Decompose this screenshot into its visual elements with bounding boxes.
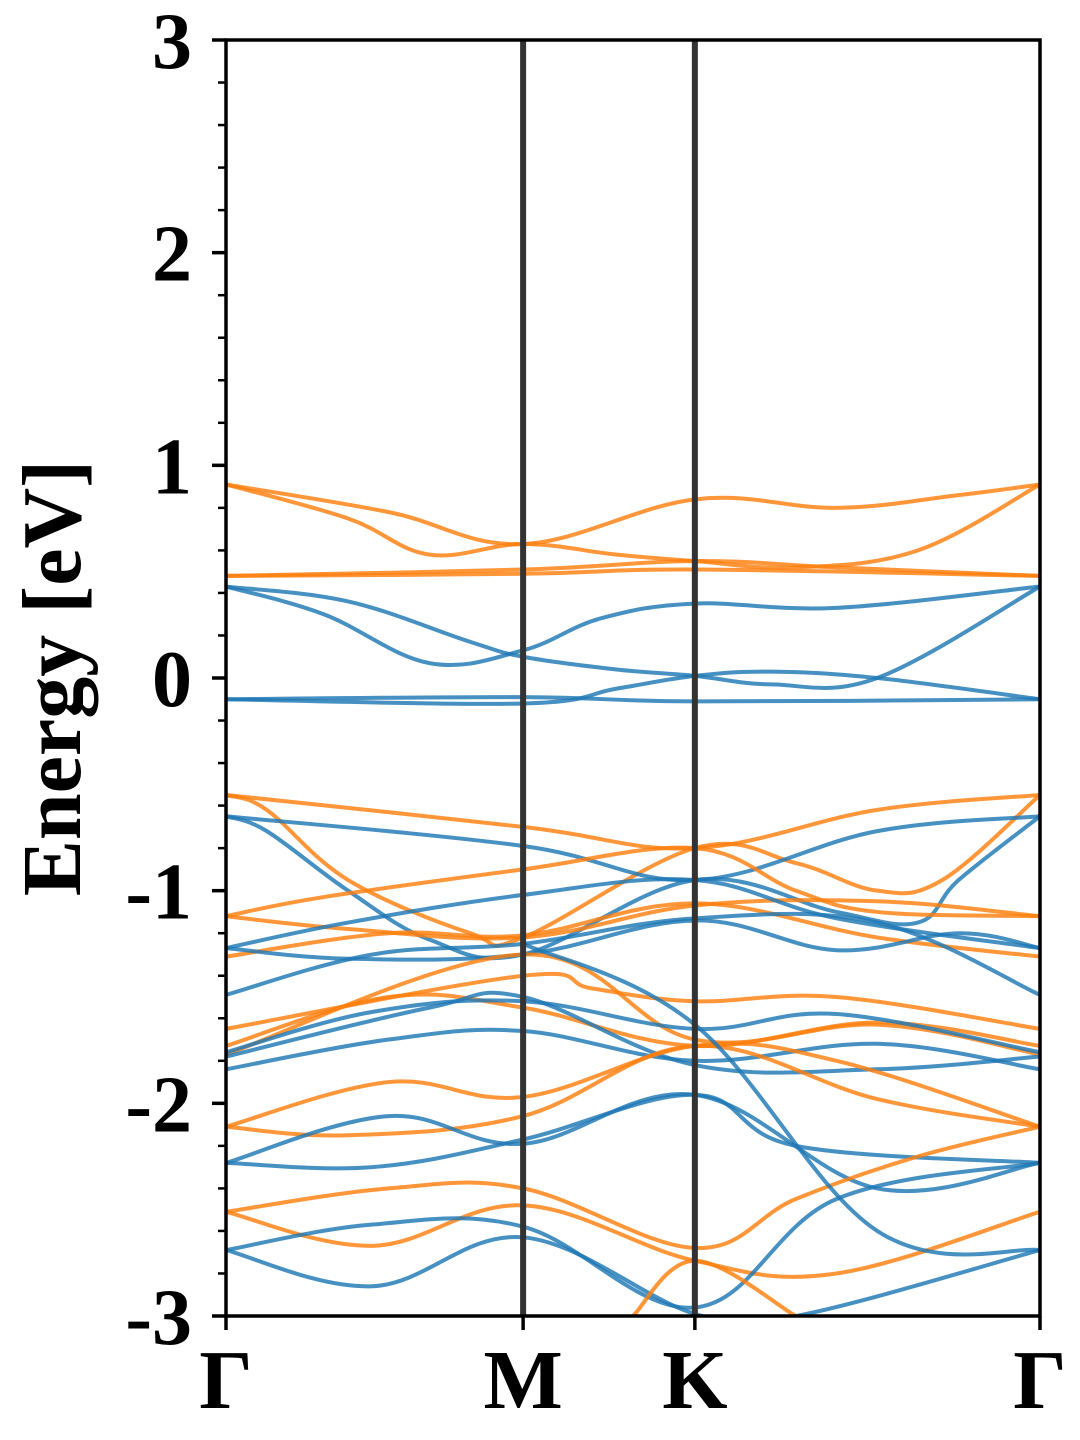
spin-up-band-5 (226, 584, 1040, 668)
spin-down-band-13 (226, 845, 1040, 919)
y-tick-label: -1 (125, 849, 192, 937)
y-tick-label: 2 (152, 211, 192, 299)
spin-down-band-25 (226, 1041, 1040, 1129)
spin-down-band-19 (226, 971, 1040, 1031)
spin-down-band-29 (226, 1124, 1040, 1250)
y-tick-label: 0 (152, 636, 192, 724)
spin-down-band-21 (226, 952, 1040, 1057)
spin-up-band-18 (226, 911, 1040, 997)
spin-up-band-11 (226, 814, 1040, 883)
x-tick-label: K (662, 1334, 727, 1427)
x-tick-label: Γ (199, 1334, 252, 1427)
y-axis-label: Energy [eV] (6, 460, 99, 896)
spin-up-band-16 (226, 877, 1040, 951)
y-tick-label: -2 (125, 1061, 192, 1149)
y-ticks: -3 -2 -1 0 1 2 3 (125, 0, 226, 1362)
spin-up-band-34 (521, 941, 1040, 1257)
spin-down-band-3 (226, 559, 1040, 578)
y-tick-label: -3 (125, 1274, 192, 1362)
band-lines (226, 482, 1040, 1316)
spin-up-band-8 (226, 669, 1040, 706)
spin-up-band-22 (226, 998, 1040, 1055)
spin-down-band-33 (631, 1258, 798, 1316)
spin-down-band-9 (226, 792, 1040, 851)
y-tick-label: 1 (152, 423, 192, 511)
spin-down-band-10 (226, 792, 1040, 948)
spin-down-band-15 (226, 901, 1040, 959)
spin-down-band-4 (226, 567, 1040, 578)
spin-up-band-32 (226, 1235, 1040, 1316)
spin-up-band-24 (226, 990, 1040, 1075)
y-tick-label: 3 (152, 0, 192, 86)
spin-up-band-7 (226, 695, 1040, 704)
spin-up-band-12 (226, 814, 1040, 961)
x-tick-label: Γ (1013, 1334, 1066, 1427)
spin-down-band-1 (226, 482, 1040, 570)
spin-up-band-28 (226, 1092, 1040, 1171)
kpoint-lines (520, 40, 698, 1316)
x-tick-label: M (483, 1334, 562, 1427)
spin-down-band-2 (226, 482, 1040, 547)
spin-up-band-23 (226, 1027, 1040, 1072)
spin-down-band-30 (226, 1203, 1040, 1279)
spin-down-band-14 (226, 898, 1040, 941)
spin-down-band-26 (226, 1043, 1040, 1138)
spin-up-band-31 (226, 1160, 1040, 1310)
